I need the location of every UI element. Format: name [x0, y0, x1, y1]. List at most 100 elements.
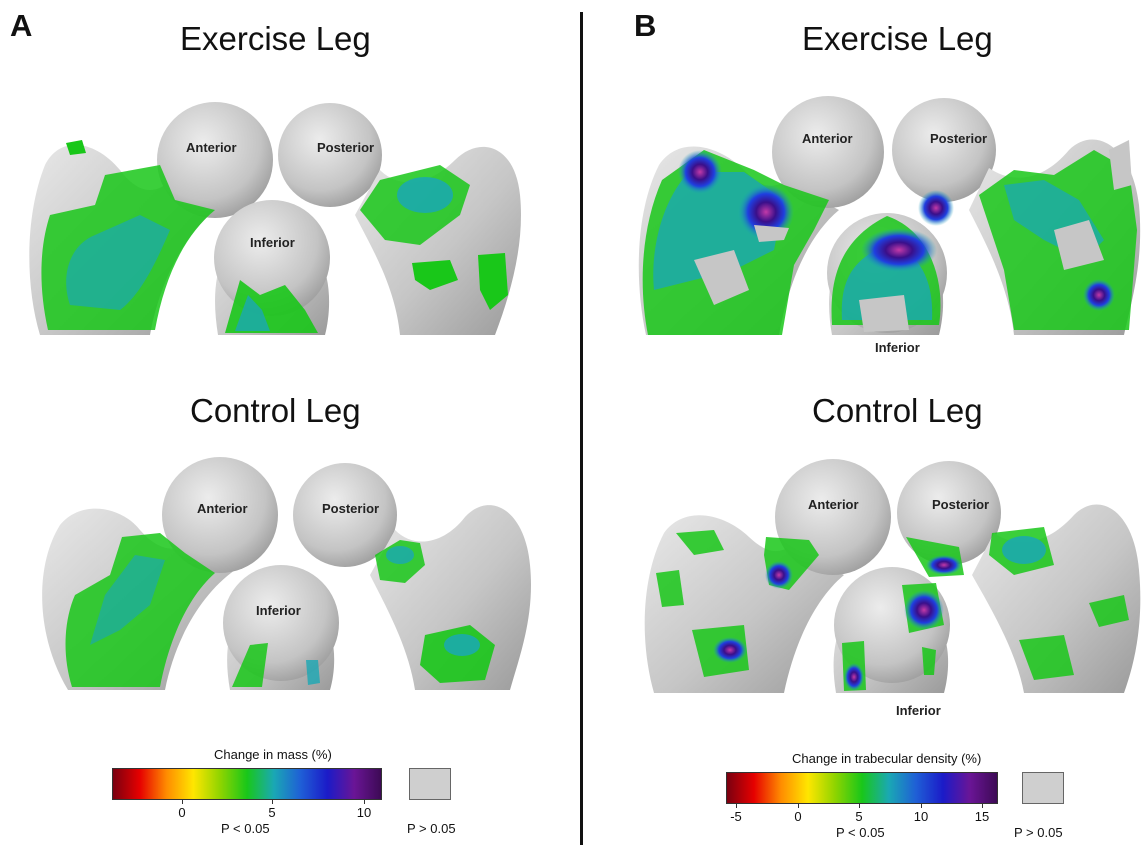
anterior-hotspot-1 — [678, 150, 722, 194]
anterior-femoral-head — [157, 102, 273, 218]
inferior-change-region — [232, 643, 268, 687]
tick-label: 0 — [794, 809, 802, 824]
exercise-leg-title: Exercise Leg — [802, 20, 993, 57]
tick-mark — [982, 804, 983, 808]
control-femur-views: Anterior Posterior Inferior — [42, 457, 531, 690]
not-significant-label: P > 0.05 — [407, 821, 456, 836]
inferior-femoral-head — [223, 565, 339, 681]
color-scale-title: Change in mass (%) — [214, 747, 332, 762]
posterior-label: Posterior — [322, 501, 379, 516]
anterior-change-core — [66, 215, 170, 310]
tick-label: -5 — [730, 809, 742, 824]
tick-mark — [859, 804, 860, 808]
anterior-gray-gap-2 — [754, 225, 789, 242]
not-significant-label: P > 0.05 — [1014, 825, 1063, 840]
color-scale-bar — [726, 772, 998, 804]
tick-label: 5 — [855, 809, 863, 824]
anterior-patch-3 — [656, 570, 684, 607]
tick-mark — [736, 804, 737, 808]
posterior-femoral-head — [892, 98, 996, 202]
inferior-label: Inferior — [256, 603, 301, 618]
tick-label: 5 — [268, 805, 276, 820]
panel-divider — [580, 12, 583, 845]
anterior-femoral-head — [772, 96, 884, 208]
tick-label: 0 — [178, 805, 186, 820]
control-leg-title: Control Leg — [190, 392, 361, 429]
exercise-femur-views: Anterior Posterior Inferior — [29, 102, 521, 335]
inferior-hotspot-2 — [844, 663, 864, 691]
posterior-femur-view — [897, 461, 1141, 693]
exercise-femur-views: Anterior Posterior Inferior — [638, 96, 1141, 355]
posterior-femur-view — [892, 98, 1141, 335]
anterior-trochanter-patch — [66, 140, 86, 155]
inferior-femur-view — [833, 567, 950, 693]
tick-mark — [798, 804, 799, 808]
inferior-femur-view — [214, 200, 330, 335]
posterior-femoral-head — [897, 461, 1001, 565]
inferior-hotspot-1 — [904, 590, 944, 630]
inferior-patch-3 — [922, 647, 936, 675]
anterior-patch-1 — [676, 530, 724, 555]
tick-label: 15 — [974, 809, 990, 824]
tick-mark — [364, 800, 365, 804]
posterior-femoral-head — [293, 463, 397, 567]
anterior-label: Anterior — [808, 497, 859, 512]
color-scale-title: Change in trabecular density (%) — [792, 751, 982, 766]
posterior-label: Posterior — [317, 140, 374, 155]
posterior-patch-2 — [478, 253, 508, 310]
inferior-change-core — [235, 295, 270, 331]
posterior-femoral-head — [278, 103, 382, 207]
panel-a: A Exercise Leg Anterior Posterior — [10, 8, 531, 836]
significant-label: P < 0.05 — [836, 825, 885, 840]
inferior-femur-view — [223, 565, 339, 690]
inferior-label: Inferior — [250, 235, 295, 250]
anterior-change-core — [90, 555, 165, 645]
panel-letter: B — [634, 8, 657, 43]
anterior-label: Anterior — [186, 140, 237, 155]
anterior-gray-gap — [694, 250, 749, 305]
posterior-patch-core — [444, 634, 480, 656]
anterior-hotspot-1 — [765, 561, 793, 589]
anterior-femur-view — [29, 102, 273, 335]
posterior-change-core — [386, 546, 414, 564]
posterior-patch-core — [1002, 536, 1046, 564]
tick-label: 10 — [356, 805, 372, 820]
anterior-label: Anterior — [802, 131, 853, 146]
anterior-femur-view — [42, 457, 278, 690]
posterior-label: Posterior — [932, 497, 989, 512]
posterior-hotspot-2 — [1083, 279, 1115, 311]
tick-label: 10 — [913, 809, 929, 824]
posterior-femur-view — [278, 103, 521, 335]
posterior-label: Posterior — [930, 131, 987, 146]
anterior-femoral-head — [162, 457, 278, 573]
not-significant-swatch — [409, 768, 451, 800]
anterior-femur-view — [638, 96, 884, 335]
panel-letter: A — [10, 8, 33, 43]
control-leg-title: Control Leg — [812, 392, 983, 429]
exercise-leg-title: Exercise Leg — [180, 20, 371, 57]
tick-mark — [272, 800, 273, 804]
posterior-patch-1 — [412, 260, 458, 290]
anterior-hotspot-2 — [738, 184, 794, 240]
posterior-hotspot — [918, 190, 954, 226]
posterior-hotspot — [926, 555, 962, 575]
inferior-gray-gap — [859, 295, 909, 332]
inferior-label: Inferior — [896, 703, 941, 718]
not-significant-swatch — [1022, 772, 1064, 804]
inferior-femur-view — [827, 213, 947, 335]
tick-mark — [182, 800, 183, 804]
panel-b: B Exercise Leg — [584, 0, 1142, 845]
inferior-hotspot — [861, 228, 937, 272]
posterior-patch-3 — [1089, 595, 1129, 627]
posterior-patch-4 — [1019, 635, 1074, 680]
posterior-femur-view — [293, 463, 531, 690]
posterior-gray-gap — [1054, 220, 1104, 270]
significant-label: P < 0.05 — [221, 821, 270, 836]
control-femur-views: Anterior Posterior Inferior — [644, 459, 1141, 718]
posterior-change-core — [397, 177, 453, 213]
tick-mark — [921, 804, 922, 808]
color-scale-bar — [112, 768, 382, 800]
inferior-change-patch — [306, 660, 320, 685]
anterior-label: Anterior — [197, 501, 248, 516]
anterior-hotspot-2 — [713, 637, 747, 663]
